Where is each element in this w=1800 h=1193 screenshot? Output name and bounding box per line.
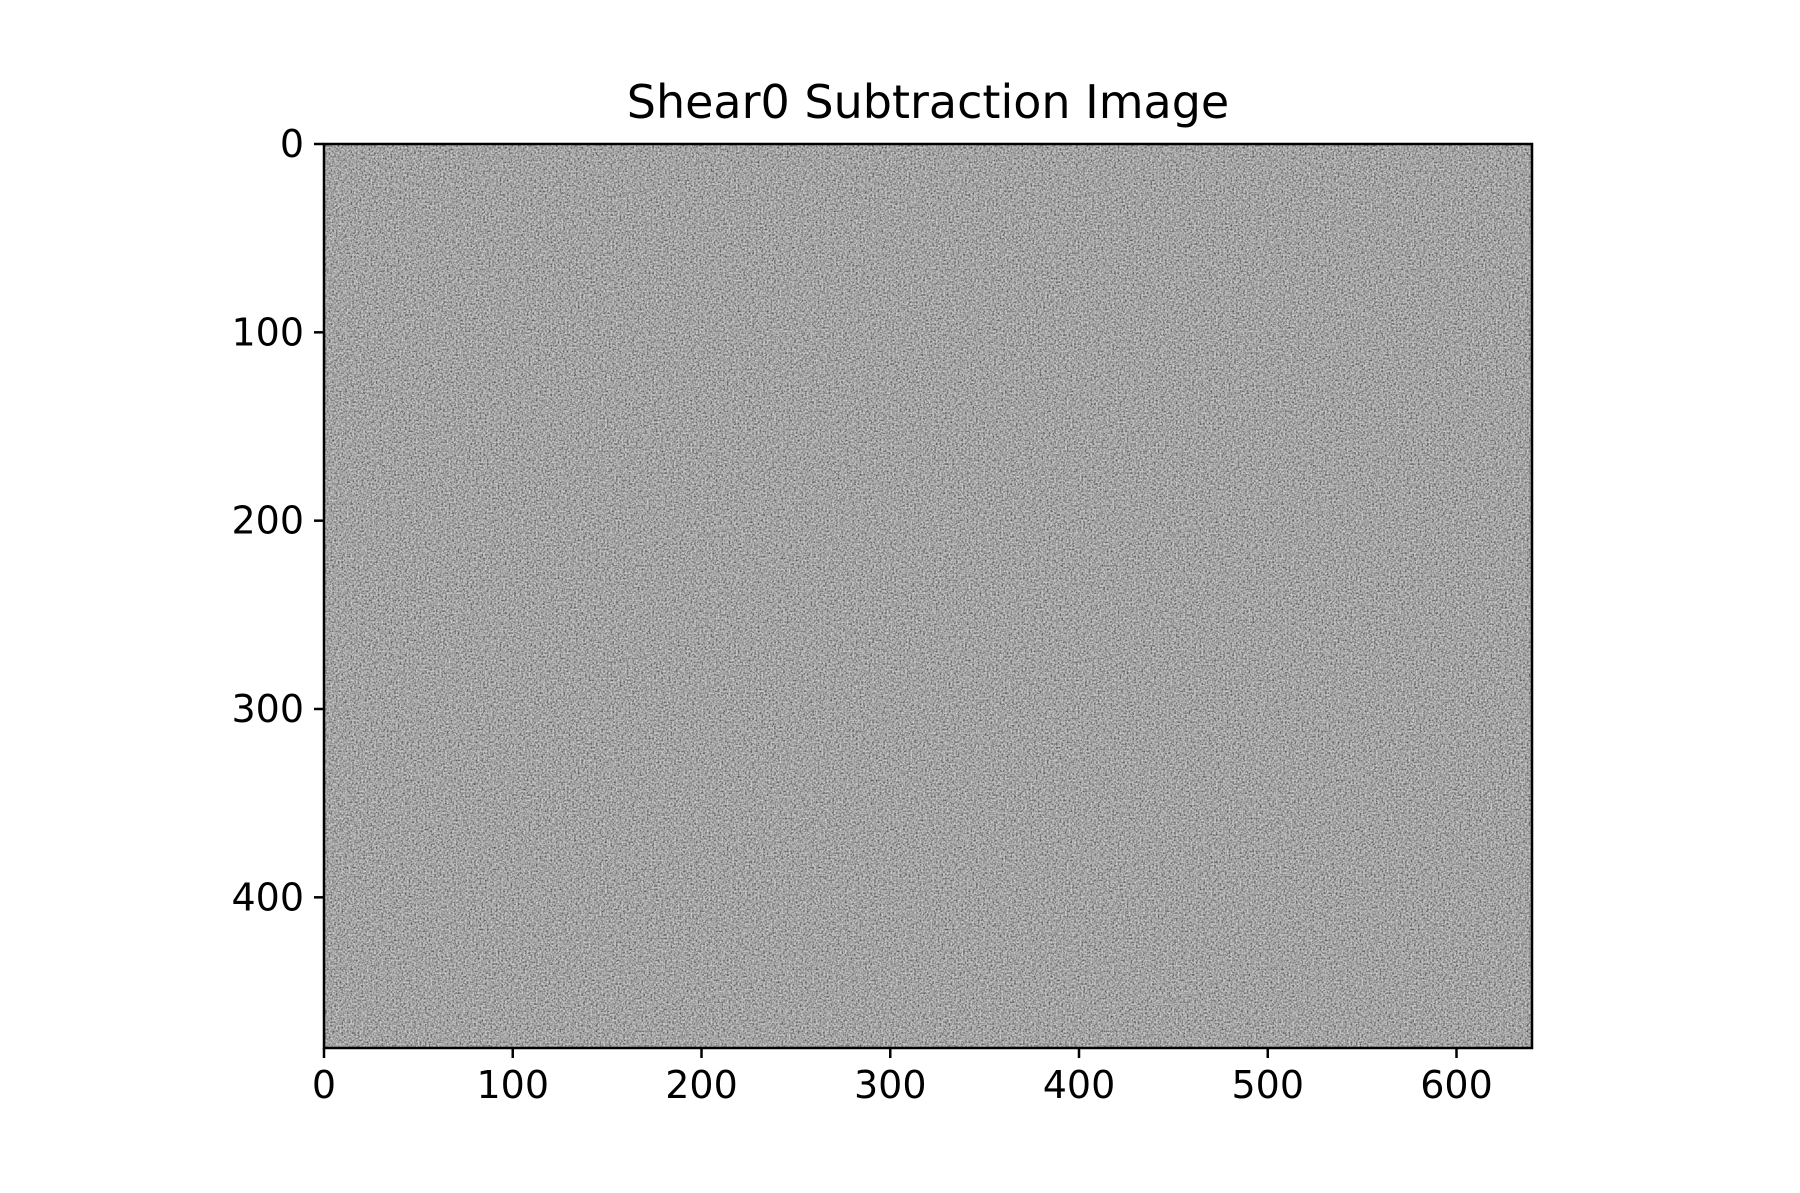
y-tick-label: 100: [231, 310, 304, 354]
y-tick-label: 300: [231, 687, 304, 731]
x-tick-label: 400: [1043, 1063, 1116, 1107]
x-tick-label: 300: [854, 1063, 927, 1107]
y-tick-label: 0: [280, 122, 304, 166]
chart-title: Shear0 Subtraction Image: [627, 75, 1229, 129]
x-tick-label: 0: [312, 1063, 336, 1107]
x-axis: 0 100 200 300 400 500 600: [312, 1048, 1493, 1107]
x-tick-label: 600: [1420, 1063, 1493, 1107]
x-tick-label: 200: [665, 1063, 738, 1107]
x-tick-label: 100: [476, 1063, 549, 1107]
y-tick-label: 400: [231, 875, 304, 919]
plot-frame: [322, 142, 1534, 1050]
y-tick-label: 200: [231, 499, 304, 543]
image-heatmap: [324, 144, 1532, 1048]
y-axis: 0 100 200 300 400: [231, 122, 324, 919]
x-tick-label: 500: [1231, 1063, 1304, 1107]
